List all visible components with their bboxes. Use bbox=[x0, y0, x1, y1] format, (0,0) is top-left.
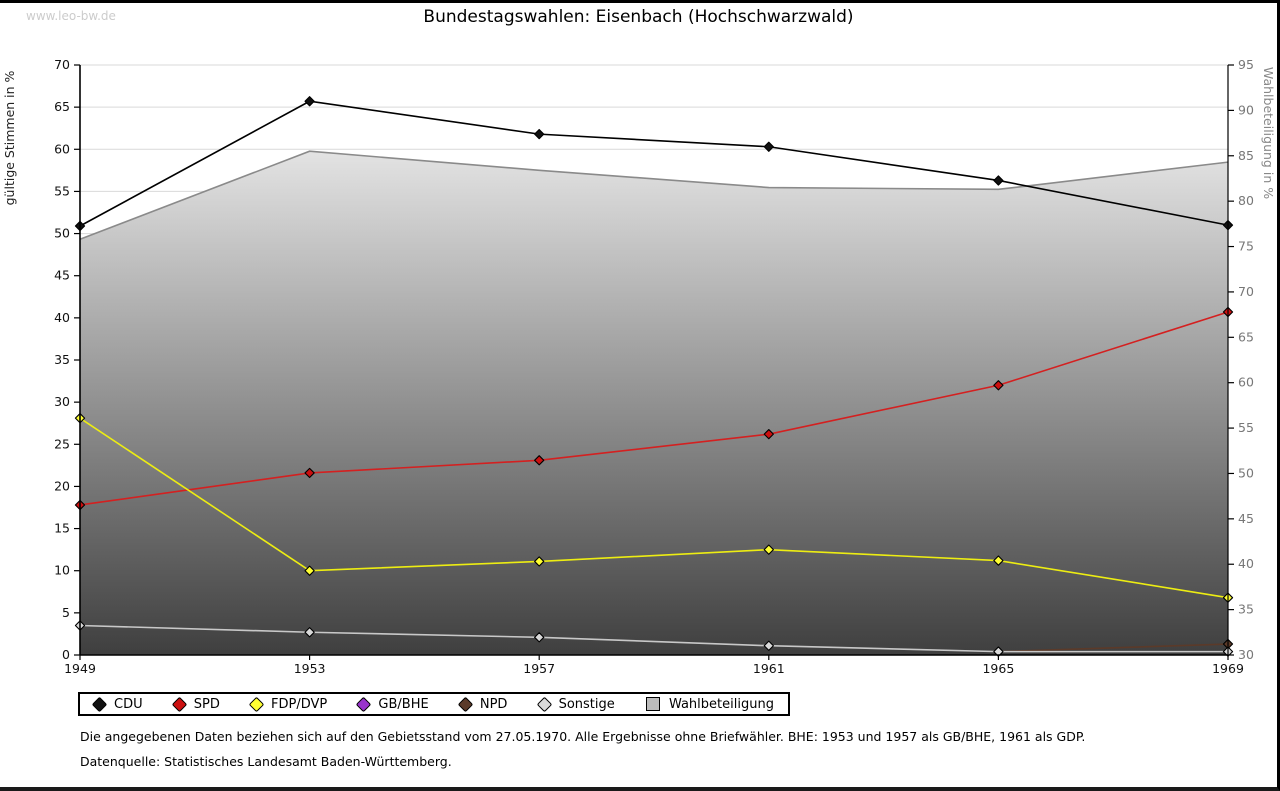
point-spd-1957 bbox=[534, 455, 545, 466]
legend-marker-spd-icon bbox=[171, 696, 188, 712]
left-axis-title: gültige Stimmen in % bbox=[2, 70, 17, 205]
point-spd-1953 bbox=[304, 467, 315, 479]
svg-text:30: 30 bbox=[1238, 647, 1254, 662]
legend-item-sonstige: Sonstige bbox=[536, 696, 615, 712]
svg-text:5: 5 bbox=[62, 605, 70, 620]
legend-item-fdp-dvp: FDP/DVP bbox=[248, 696, 328, 712]
point-fdp-dvp-1957 bbox=[534, 556, 545, 567]
legend-item-spd: SPD bbox=[171, 696, 220, 712]
legend-marker-cdu-icon bbox=[91, 696, 108, 712]
svg-text:35: 35 bbox=[54, 352, 70, 367]
svg-text:45: 45 bbox=[54, 268, 70, 283]
point-cdu-1965 bbox=[993, 175, 1004, 186]
svg-text:55: 55 bbox=[54, 183, 70, 198]
legend-item-cdu: CDU bbox=[91, 696, 143, 712]
svg-text:95: 95 bbox=[1238, 57, 1254, 72]
series-cdu bbox=[74, 96, 1234, 232]
svg-text:1961: 1961 bbox=[753, 661, 785, 676]
left-axis-ticks: 0 5 10 15 20 25 30 35 40 45 50 55 60 65 70 bbox=[54, 57, 80, 662]
right-axis-ticks: 30 35 40 45 50 55 60 65 70 75 80 85 90 95 bbox=[1228, 57, 1254, 662]
point-sonstige-1953 bbox=[304, 627, 315, 638]
svg-text:55: 55 bbox=[1238, 420, 1254, 435]
series-wahlbeteiligung-area bbox=[79, 150, 1229, 655]
legend-item-wahlbeteiligung: Wahlbeteiligung bbox=[645, 696, 774, 712]
legend-item-npd: NPD bbox=[457, 696, 508, 712]
svg-text:25: 25 bbox=[54, 436, 70, 451]
svg-text:60: 60 bbox=[54, 141, 70, 156]
watermark: www.leo-bw.de bbox=[26, 9, 116, 23]
footnote-line-1: Die angegebenen Daten beziehen sich auf … bbox=[80, 729, 1086, 744]
svg-text:1969: 1969 bbox=[1212, 661, 1244, 676]
svg-text:10: 10 bbox=[54, 563, 70, 578]
page-title: Bundestagswahlen: Eisenbach (Hochschwarz… bbox=[423, 7, 854, 27]
legend: CDU SPD FDP/DVP GB/BHE NPD Sonstige Wahlbeteil… bbox=[78, 692, 790, 716]
svg-text:0: 0 bbox=[62, 647, 70, 662]
legend-label-sonstige: Sonstige bbox=[558, 696, 615, 712]
point-cdu-1957 bbox=[534, 128, 545, 140]
point-fdp-dvp-1953 bbox=[304, 565, 315, 576]
svg-text:35: 35 bbox=[1238, 602, 1254, 617]
svg-text:90: 90 bbox=[1238, 102, 1254, 117]
x-axis-ticks: 1949 1953 1957 1961 1965 1969 bbox=[64, 655, 1244, 676]
series-spd bbox=[74, 306, 1234, 511]
svg-text:45: 45 bbox=[1238, 511, 1254, 526]
point-fdp-dvp-1961 bbox=[763, 544, 774, 555]
point-sonstige-1957 bbox=[534, 632, 545, 643]
svg-text:50: 50 bbox=[1238, 465, 1254, 480]
point-cdu-1961 bbox=[763, 141, 774, 152]
svg-text:65: 65 bbox=[1238, 329, 1254, 344]
svg-text:1965: 1965 bbox=[982, 661, 1014, 676]
svg-text:60: 60 bbox=[1238, 375, 1254, 390]
legend-label-wahlbeteiligung: Wahlbeteiligung bbox=[668, 696, 774, 712]
svg-text:40: 40 bbox=[54, 310, 70, 325]
svg-text:70: 70 bbox=[54, 57, 70, 72]
footnote-line-2: Datenquelle: Statistisches Landesamt Bad… bbox=[80, 754, 452, 769]
legend-item-gb-bhe: GB/BHE bbox=[356, 696, 429, 712]
legend-marker-gb-bhe-icon bbox=[356, 696, 372, 712]
point-sonstige-1961 bbox=[763, 640, 774, 651]
svg-text:85: 85 bbox=[1238, 148, 1254, 163]
svg-text:20: 20 bbox=[54, 478, 70, 493]
legend-marker-sonstige-icon bbox=[536, 696, 552, 712]
point-spd-1965 bbox=[993, 380, 1004, 391]
legend-label-fdp-dvp: FDP/DVP bbox=[271, 696, 328, 712]
svg-text:75: 75 bbox=[1238, 239, 1254, 254]
svg-text:70: 70 bbox=[1238, 284, 1254, 299]
svg-text:40: 40 bbox=[1238, 556, 1254, 571]
point-fdp-dvp-1965 bbox=[993, 555, 1004, 566]
legend-label-cdu: CDU bbox=[114, 696, 143, 712]
legend-marker-wahlbeteiligung-icon bbox=[645, 697, 660, 711]
point-cdu-1953 bbox=[304, 96, 315, 107]
svg-text:1953: 1953 bbox=[294, 661, 326, 676]
legend-label-gb-bhe: GB/BHE bbox=[378, 696, 429, 712]
svg-text:30: 30 bbox=[54, 394, 70, 409]
svg-text:Wahlbeteiligung in %: Wahlbeteiligung in % bbox=[1261, 67, 1276, 199]
svg-text:50: 50 bbox=[54, 226, 70, 241]
legend-marker-fdp-dvp-icon bbox=[248, 696, 265, 712]
svg-text:1949: 1949 bbox=[64, 661, 96, 676]
right-axis-title: Wahlbeteiligung in % bbox=[1261, 67, 1276, 199]
legend-label-npd: NPD bbox=[479, 696, 508, 712]
point-spd-1961 bbox=[763, 429, 774, 440]
svg-text:80: 80 bbox=[1238, 193, 1254, 208]
svg-text:1957: 1957 bbox=[523, 661, 555, 676]
svg-text:gültige Stimmen in %: gültige Stimmen in % bbox=[2, 70, 17, 205]
svg-text:15: 15 bbox=[54, 521, 70, 536]
svg-text:65: 65 bbox=[54, 99, 70, 114]
legend-marker-npd-icon bbox=[457, 696, 474, 712]
legend-label-spd: SPD bbox=[193, 696, 220, 712]
chart-canvas: 0 5 10 15 20 25 30 35 40 45 50 55 60 65 70 30 35 40 45 50 55… bbox=[2, 57, 1276, 676]
